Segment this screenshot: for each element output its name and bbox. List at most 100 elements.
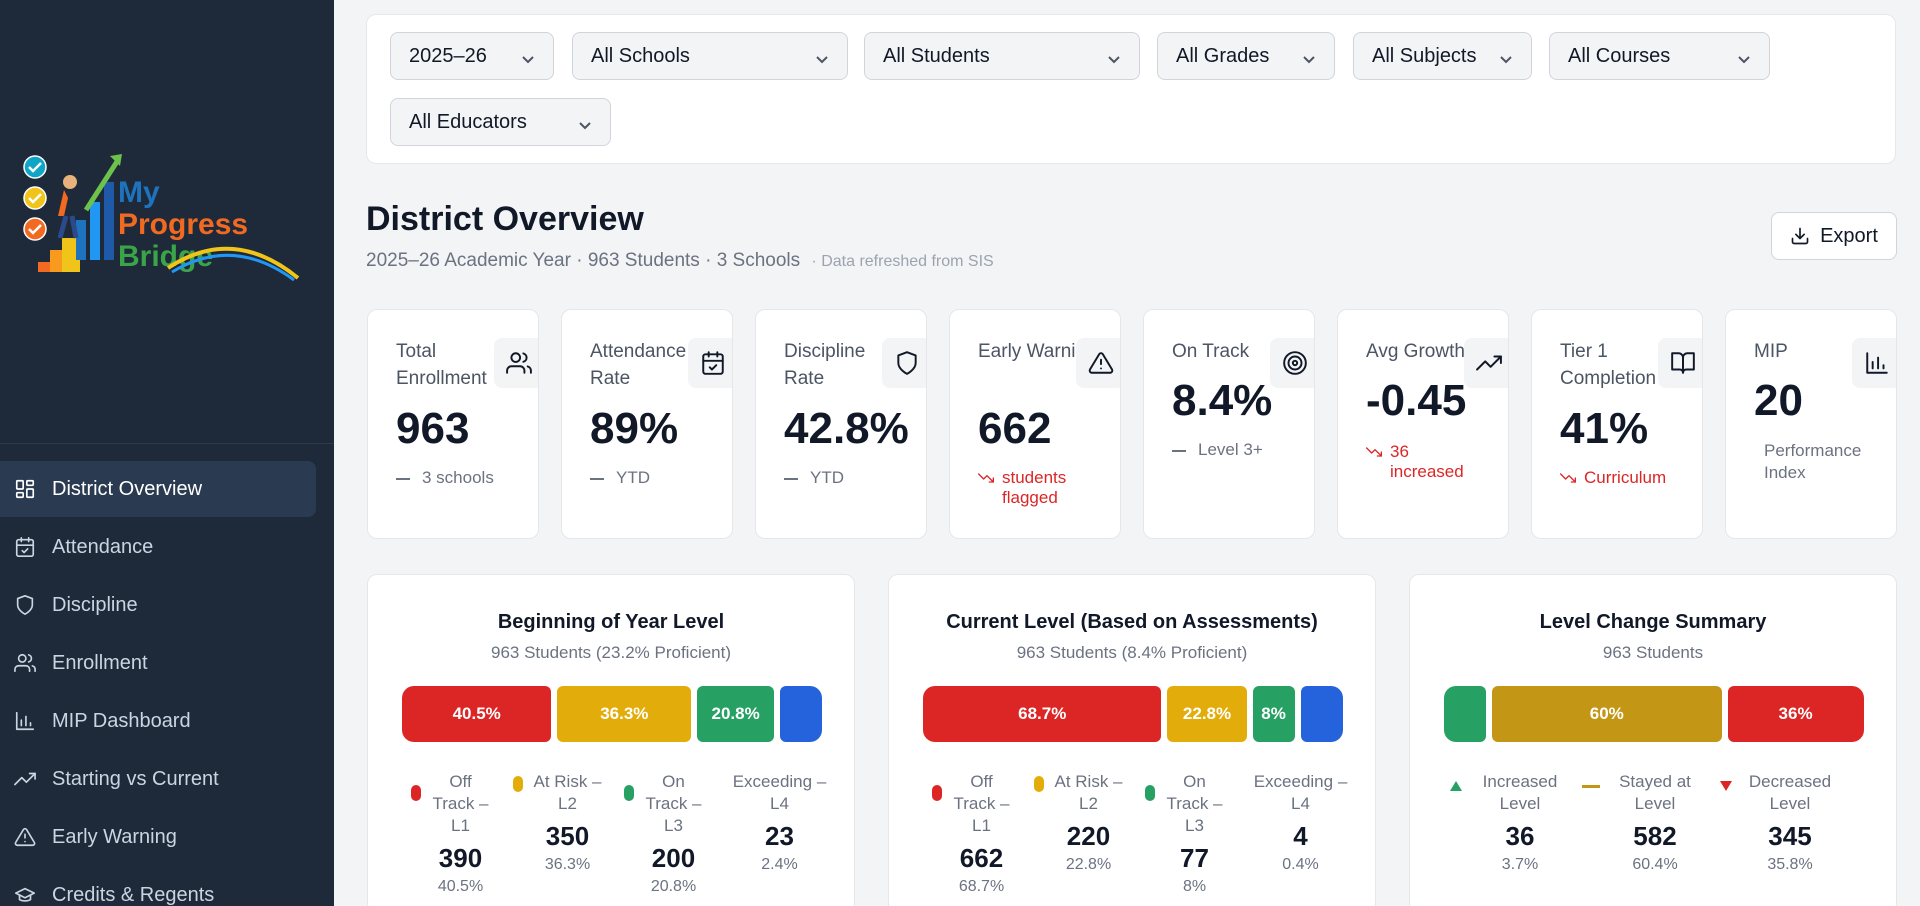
legend-pct: 36.3% — [544, 856, 591, 873]
bar-segment: 20.8% — [697, 686, 774, 742]
legend-l3: On Track – L3 77 8% — [1142, 771, 1247, 896]
stacked-bar: 40.5% 36.3% 20.8% — [402, 686, 822, 742]
course-select[interactable]: All Courses — [1549, 32, 1770, 80]
legend-pct: 3.7% — [1501, 856, 1539, 873]
page-subtitle: 2025–26 Academic Year · 963 Students · 3… — [366, 250, 994, 272]
year-select[interactable]: 2025–26 — [390, 32, 554, 80]
bar-segment: 68.7% — [923, 686, 1162, 742]
legend-l2: At Risk – L2 220 22.8% — [1033, 771, 1141, 874]
legend-l4: Exceeding – L4 23 2.4% — [727, 771, 832, 874]
kpi-value: 8.4% — [1172, 376, 1273, 425]
sidebar-item-mip-dashboard[interactable]: MIP Dashboard — [0, 693, 316, 749]
l3-dot — [623, 785, 634, 801]
kpi-note-text: 36 increased — [1390, 442, 1464, 481]
bar-segment: 40.5% — [402, 686, 552, 742]
sidebar-item-attendance[interactable]: Attendance — [0, 519, 316, 575]
kpi-value: 20 — [1754, 376, 1803, 425]
bar-segment: 36.3% — [557, 686, 692, 742]
main-content: 2025–26 All Schools All Students All Gra… — [334, 0, 1920, 906]
book-open-icon — [1658, 338, 1702, 388]
sidebar-item-early-warning[interactable]: Early Warning — [0, 809, 316, 865]
sidebar: My Progress Bridge District Overview Att… — [0, 0, 334, 906]
legend-decreased: Decreased Level 345 35.8% — [1720, 771, 1850, 874]
grade-select-value: All Grades — [1176, 44, 1270, 67]
sidebar-item-starting-vs-current[interactable]: Starting vs Current — [0, 751, 316, 807]
legend-l2: At Risk – L2 350 36.3% — [512, 771, 620, 874]
sidebar-item-credits-regents[interactable]: Credits & Regents — [0, 867, 316, 906]
export-button[interactable]: Export — [1771, 212, 1897, 260]
legend-count: 36 — [1505, 821, 1535, 851]
kpi-note-text: YTD — [616, 468, 650, 487]
legend-label: On Track – L3 — [1166, 772, 1223, 835]
kpi-label: Early Warning — [978, 341, 1097, 362]
grade-select[interactable]: All Grades — [1157, 32, 1335, 80]
chevron-down-icon — [1499, 49, 1513, 64]
legend-l4: Exceeding – L4 4 0.4% — [1248, 771, 1353, 874]
card-subtitle: 963 Students — [1602, 643, 1704, 662]
sidebar-item-label: Enrollment — [52, 651, 148, 674]
legend-count: 200 — [651, 843, 696, 873]
legend-pct: 8% — [1182, 878, 1207, 895]
legend-count: 345 — [1768, 821, 1812, 851]
school-select[interactable]: All Schools — [572, 32, 848, 80]
legend-label: At Risk – L2 — [533, 772, 602, 813]
sidebar-item-enrollment[interactable]: Enrollment — [0, 635, 316, 691]
legend-count: 23 — [765, 821, 794, 851]
bar-segment — [780, 686, 822, 742]
kpi-note: Curriculum — [1560, 468, 1666, 488]
triangle-down-icon — [1720, 781, 1732, 791]
kpi-value: 89% — [590, 404, 679, 453]
kpi-note-text: Level 3+ — [1198, 440, 1263, 459]
kpi-note-text: students flagged — [1002, 468, 1067, 507]
legend-pct: 2.4% — [761, 856, 798, 873]
kpi-value: 42.8% — [784, 404, 909, 453]
kpi-card-avg-growth: Avg Growth -0.45 36 increased — [1337, 309, 1509, 539]
educator-select[interactable]: All Educators — [390, 98, 611, 146]
stacked-bar: 68.7% 22.8% 8% — [923, 686, 1343, 742]
legend-pct: 20.8% — [650, 878, 697, 895]
l2-dot — [1033, 776, 1044, 792]
warning-icon — [14, 827, 36, 847]
kpi-note: 3 schools — [396, 468, 494, 488]
legend-pct: 22.8% — [1065, 856, 1112, 873]
legend-count: 582 — [1633, 821, 1677, 851]
users-icon — [494, 338, 538, 388]
chevron-down-icon — [578, 115, 592, 130]
course-select-value: All Courses — [1568, 44, 1671, 67]
bar-segment — [1300, 686, 1343, 742]
target-icon — [1270, 338, 1314, 388]
users-icon — [14, 653, 36, 673]
kpi-value: 41% — [1560, 404, 1649, 453]
school-select-value: All Schools — [591, 44, 690, 67]
card-title: Beginning of Year Level — [497, 611, 725, 633]
kpi-card-mip: MIP 20 Performance Index — [1725, 309, 1897, 539]
legend-label: Decreased Level — [1748, 772, 1832, 813]
student-select[interactable]: All Students — [864, 32, 1140, 80]
legend-pct: 35.8% — [1767, 856, 1813, 873]
sidebar-item-discipline[interactable]: Discipline — [0, 577, 316, 633]
card-title: Current Level (Based on Assessments) — [946, 611, 1318, 633]
subject-select[interactable]: All Subjects — [1353, 32, 1532, 80]
legend-l3: On Track – L3 200 20.8% — [621, 771, 726, 896]
sidebar-item-label: Starting vs Current — [52, 767, 219, 790]
level-change-card: Level Change Summary 963 Students 60% 36%… — [1409, 574, 1897, 906]
legend-label: Increased Level — [1482, 772, 1558, 813]
bar-segment — [1444, 686, 1486, 742]
graduation-cap-icon — [15, 887, 35, 902]
student-select-value: All Students — [883, 44, 990, 67]
legend-label: Stayed at Level — [1619, 772, 1691, 813]
legend-l1: Off Track – L1 390 40.5% — [408, 771, 513, 896]
sidebar-item-district-overview[interactable]: District Overview — [0, 461, 316, 517]
chevron-down-icon — [1107, 49, 1121, 64]
sidebar-item-label: Early Warning — [52, 825, 177, 848]
legend-pct: 0.4% — [1282, 856, 1319, 873]
l2-dot — [512, 776, 523, 792]
bar-segment: 36% — [1727, 686, 1864, 742]
legend-stayed: Stayed at Level 582 60.4% — [1582, 771, 1715, 874]
legend-count: 350 — [545, 821, 590, 851]
l3-dot — [1144, 785, 1155, 801]
kpi-note: Performance Index — [1764, 440, 1874, 484]
kpi-card-on-track: On Track 8.4% Level 3+ — [1143, 309, 1315, 539]
kpi-note-text: Performance Index — [1764, 441, 1862, 482]
bar-segment: 8% — [1252, 686, 1295, 742]
